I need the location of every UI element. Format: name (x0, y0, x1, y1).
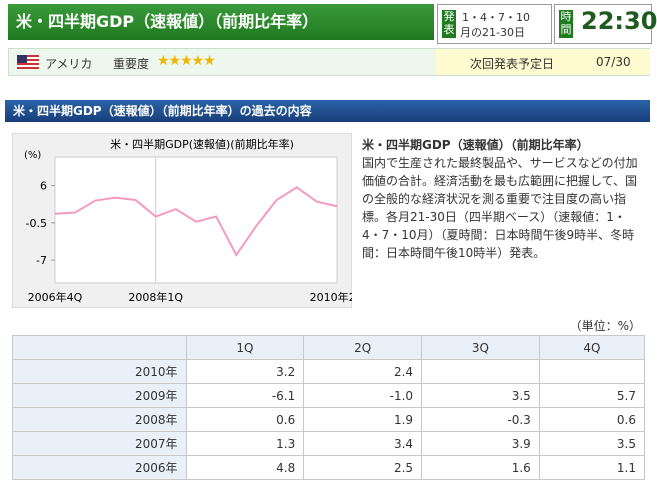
cell: 2.5 (303, 455, 423, 480)
table-row: 2008年 0.6 1.9 -0.3 0.6 (12, 407, 646, 432)
flag (17, 55, 39, 69)
row-header: 2008年 (12, 407, 187, 432)
y-axis-label: (%) (24, 150, 41, 161)
x-tick-label: 2010年2Q (310, 290, 352, 304)
release-box: 発表 1・4・7・10 月の21-30日 (437, 4, 552, 44)
column-header: 3Q (421, 335, 540, 360)
importance-label: 重要度 (113, 57, 150, 71)
x-tick-label: 2006年4Q (28, 290, 83, 304)
cell: 0.6 (538, 407, 646, 432)
empty-cell (538, 359, 646, 384)
info-row: アメリカ 重要度 ★★★★★ 次回発表予定日 07/30 (8, 48, 650, 76)
table-row: 2006年 4.8 2.5 1.6 1.1 (12, 455, 646, 480)
cell: -0.3 (421, 407, 540, 432)
x-tick-label: 2008年1Q (128, 290, 183, 304)
country: アメリカ (45, 57, 93, 71)
release-days: 月の21-30日 (460, 26, 525, 39)
table-row: 2010年 3.2 2.4 (12, 359, 646, 384)
release-label: 発表 (442, 10, 456, 38)
data-table: 1Q 2Q 3Q 4Q 2010年 3.2 2.4 2009年 -6.1 -1.0 3.5 5.7 20… (12, 335, 646, 480)
release-schedule: 1・4・7・10 (462, 11, 530, 24)
cell: 3.2 (185, 359, 305, 384)
row-header: 2009年 (12, 383, 187, 408)
corner-cell (12, 335, 187, 360)
cell: -1.0 (303, 383, 423, 408)
cell: 3.5 (421, 383, 540, 408)
row-header: 2010年 (12, 359, 187, 384)
y-tick-label: -0.5 (26, 217, 47, 230)
row-header: 2006年 (12, 455, 187, 480)
time-box: 時間 22:30 (554, 4, 657, 44)
cell: 3.9 (421, 431, 540, 456)
description-body: 国内で生産された最終製品や、サービスなどの付加価値の合計。経済活動を最も広範囲に… (362, 156, 638, 260)
cell: 3.4 (303, 431, 423, 456)
next-label: 次回発表予定日 (470, 57, 555, 71)
description-title: 米・四半期GDP（速報値）（前期比年率） (362, 138, 589, 152)
unit: （単位：%） (569, 319, 641, 333)
cell: 3.5 (538, 431, 646, 456)
next-box: 次回発表予定日 07/30 (436, 49, 650, 75)
stars: ★★★★★ (157, 53, 216, 69)
next-date: 07/30 (596, 55, 631, 69)
line (54, 186, 338, 257)
column-header: 2Q (303, 335, 423, 360)
time-label: 時間 (559, 10, 573, 38)
column-header: 4Q (538, 335, 646, 360)
y-tick-label: -7 (36, 254, 47, 267)
chart: 米・四半期GDP(速報値)(前期比年率) (%) 6 -0.5 -7 2006年4Q 2… (12, 133, 352, 308)
cell: 4.8 (185, 455, 305, 480)
column-header: 1Q (185, 335, 305, 360)
empty-cell (421, 359, 540, 384)
chart-title: 米・四半期GDP(速報値)(前期比年率) (110, 137, 294, 151)
cell: 5.7 (538, 383, 646, 408)
cell: 1.6 (421, 455, 540, 480)
cell: 1.9 (303, 407, 423, 432)
y-tick-label: 6 (40, 180, 47, 193)
page-title: 米・四半期GDP（速報値）（前期比年率） (8, 4, 434, 40)
header-row: 1Q 2Q 3Q 4Q (12, 335, 646, 360)
cell: -6.1 (185, 383, 305, 408)
time: 22:30 (581, 7, 657, 35)
cell: 1.3 (185, 431, 305, 456)
section-title: 米・四半期GDP（速報値）（前期比年率）の過去の内容 (5, 100, 650, 122)
table-row: 2009年 -6.1 -1.0 3.5 5.7 (12, 383, 646, 408)
cell: 0.6 (185, 407, 305, 432)
row-header: 2007年 (12, 431, 187, 456)
table-row: 2007年 1.3 3.4 3.9 3.5 (12, 431, 646, 456)
cell: 1.1 (538, 455, 646, 480)
cell: 2.4 (303, 359, 423, 384)
